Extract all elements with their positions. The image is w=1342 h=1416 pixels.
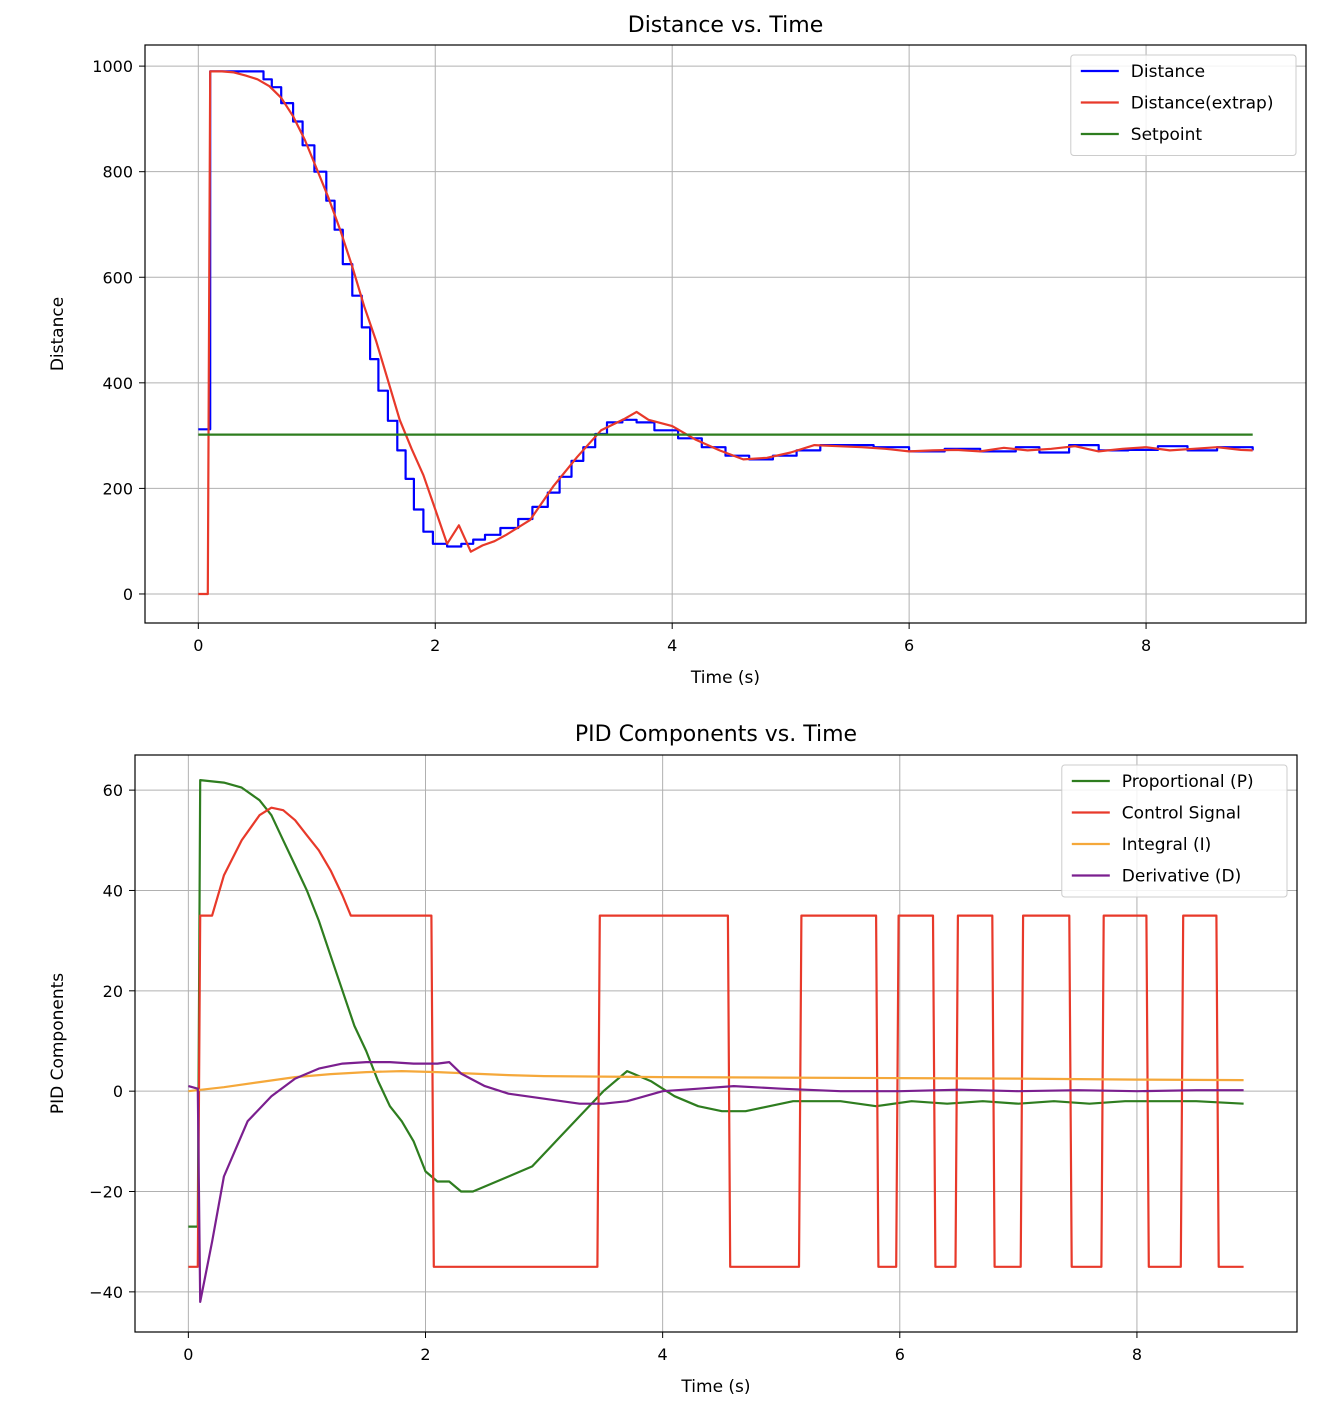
x-axis-label: Time (s)	[680, 1377, 750, 1397]
x-tick-label: 2	[420, 1345, 430, 1364]
ticks: 0 2 4 6 8 −40 −20 0 20 40 60	[89, 781, 1142, 1364]
y-tick-label: 800	[102, 163, 133, 182]
series-line-distance-extrap	[198, 70, 1253, 596]
series-group	[188, 779, 1244, 1303]
x-tick-label: 2	[430, 636, 440, 655]
chart-1: Distance vs. Time 0 2 4 6 8 0 200 400 600 800 1000 T…	[48, 13, 1307, 688]
x-tick-label: 4	[667, 636, 677, 655]
y-tick-label: 60	[103, 781, 123, 800]
y-tick-label: 0	[113, 1082, 123, 1101]
y-tick-label: −40	[89, 1283, 123, 1302]
legend: Proportional (P) Control Signal Integral (…	[1061, 764, 1288, 898]
legend-label: Proportional (P)	[1122, 772, 1254, 792]
x-tick-label: 6	[904, 636, 914, 655]
y-tick-label: −20	[89, 1183, 123, 1202]
ticks: 0 2 4 6 8 0 200 400 600 800 1000	[92, 57, 1151, 655]
y-tick-label: 400	[102, 374, 133, 393]
x-tick-label: 6	[895, 1345, 905, 1364]
x-tick-label: 0	[193, 636, 203, 655]
x-tick-label: 4	[658, 1345, 668, 1364]
legend: Distance Distance(extrap) Setpoint	[1070, 54, 1297, 156]
legend-box	[1061, 764, 1288, 898]
y-tick-label: 40	[103, 881, 123, 900]
y-axis-label: Distance	[48, 297, 68, 371]
plot-frame	[134, 754, 1298, 1333]
series-line-derivative-d	[188, 1061, 1244, 1303]
plot-frame	[144, 44, 1307, 624]
gridlines	[145, 45, 1306, 623]
x-tick-label: 8	[1141, 636, 1151, 655]
legend-label: Control Signal	[1122, 804, 1241, 824]
y-tick-label: 20	[103, 982, 123, 1001]
series-group	[198, 70, 1254, 596]
legend-label: Setpoint	[1131, 125, 1203, 145]
chart-title: Distance vs. Time	[628, 13, 824, 38]
legend-label: Distance(extrap)	[1131, 94, 1274, 114]
y-tick-label: 1000	[92, 57, 133, 76]
x-tick-label: 8	[1132, 1345, 1142, 1364]
chart-2: PID Components vs. Time 0 2 4 6 8 −40 −20 0 20 40 6…	[48, 722, 1298, 1397]
x-axis-label: Time (s)	[690, 668, 760, 688]
legend-box	[1070, 54, 1297, 156]
x-tick-label: 0	[183, 1345, 193, 1364]
series-line-integral-i	[188, 1070, 1244, 1093]
y-tick-label: 600	[102, 268, 133, 287]
legend-label: Distance	[1131, 62, 1205, 82]
legend-label: Derivative (D)	[1122, 867, 1241, 887]
y-tick-label: 0	[123, 585, 133, 604]
chart-title: PID Components vs. Time	[575, 722, 857, 747]
legend-label: Integral (I)	[1122, 835, 1212, 855]
y-axis-label: PID Components	[48, 973, 68, 1114]
y-tick-label: 200	[102, 479, 133, 498]
